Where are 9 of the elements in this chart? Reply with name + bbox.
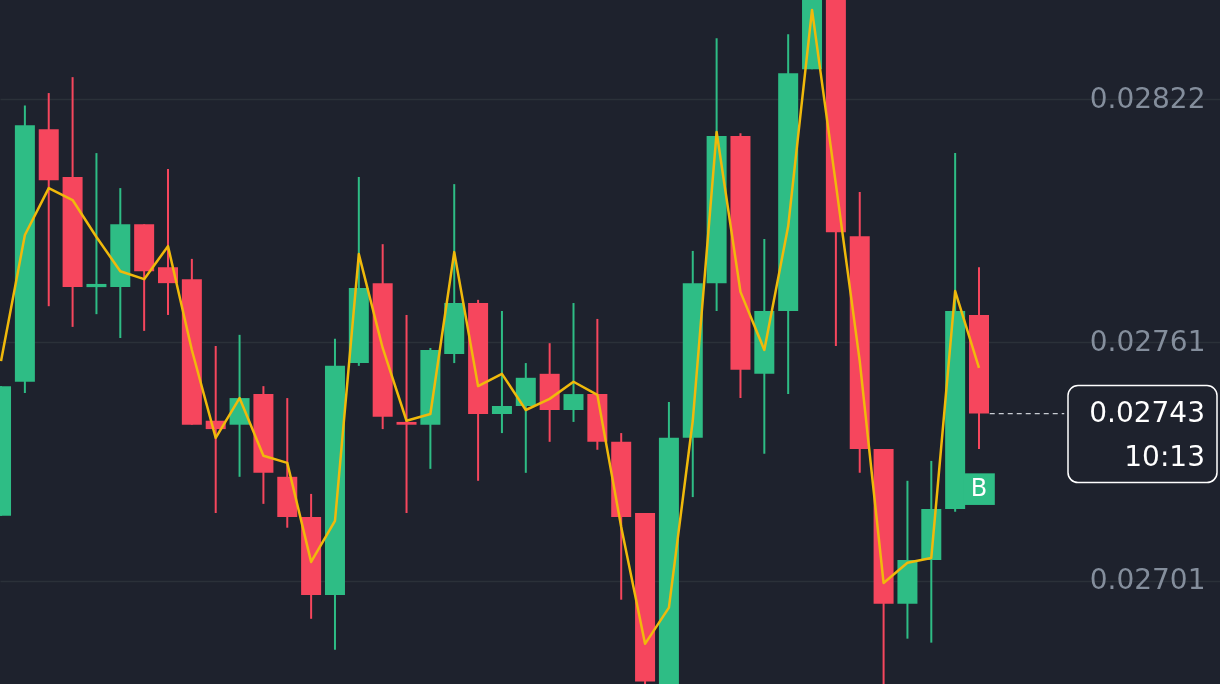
ref-line-label: 0.02743 10:13: [1089, 395, 1205, 473]
candlestick: [396, 313, 417, 514]
candlestick: [86, 152, 107, 316]
y-tick-label: 0.02761: [1089, 324, 1206, 358]
annotation: B: [970, 474, 988, 503]
y-tick-label: 0.02822: [1089, 81, 1206, 115]
y-tick-label: 0.02701: [1089, 563, 1206, 597]
candlestick: [563, 302, 584, 423]
candlestick: [491, 309, 512, 435]
